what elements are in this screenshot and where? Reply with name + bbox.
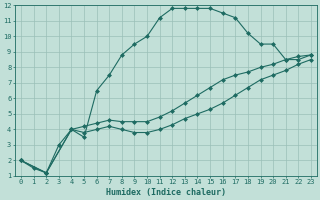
X-axis label: Humidex (Indice chaleur): Humidex (Indice chaleur) xyxy=(106,188,226,197)
